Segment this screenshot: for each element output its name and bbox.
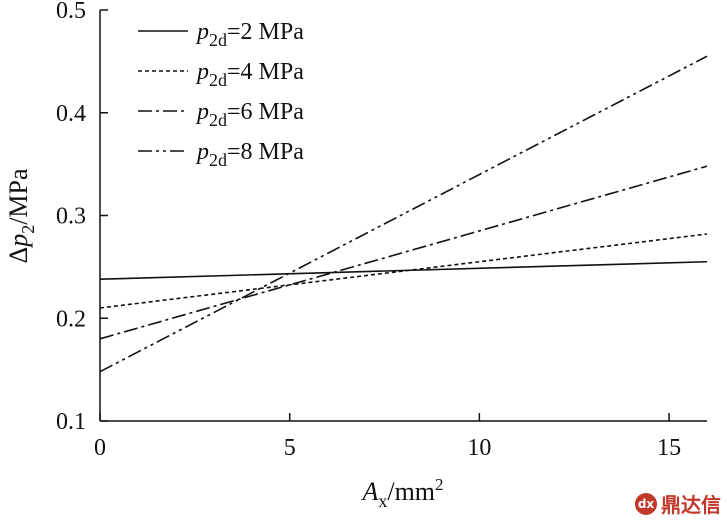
- y-tick-label: 0.1: [56, 409, 86, 435]
- y-tick-label: 0.5: [56, 0, 86, 24]
- y-tick-label: 0.4: [56, 101, 86, 127]
- legend-label-2: p2d=4 MPa: [195, 59, 304, 90]
- x-tick-label: 5: [284, 435, 296, 461]
- legend-label-4: p2d=8 MPa: [195, 139, 304, 170]
- x-tick-label: 0: [94, 435, 106, 461]
- legend: p2d=2 MPa p2d=4 MPa p2d=6 MPa p2d=8 MPa: [138, 19, 304, 170]
- y-tick-label: 0.3: [56, 204, 86, 230]
- series-line-4: [99, 55, 708, 373]
- legend-label-1: p2d=2 MPa: [195, 19, 304, 50]
- legend-label-3: p2d=6 MPa: [195, 99, 304, 130]
- x-tick-label: 10: [467, 435, 491, 461]
- y-axis-label: Δp2/MPa: [4, 168, 38, 264]
- series-lines: [99, 55, 708, 373]
- series-line-1: [99, 260, 708, 281]
- watermark-logo-icon: dx: [635, 492, 657, 515]
- y-tick-label: 0.2: [56, 306, 86, 332]
- ticks: 0 5 10 15 0.1 0.2 0.3 0.4 0.5: [56, 0, 681, 461]
- watermark: dx 鼎达信: [635, 489, 721, 518]
- axis-labels: Ax/mm2 Δp2/MPa: [4, 168, 444, 511]
- series-line-2: [99, 233, 708, 309]
- x-axis-label: Ax/mm2: [360, 475, 443, 511]
- watermark-text: 鼎达信: [661, 493, 721, 517]
- x-tick-label: 15: [657, 435, 681, 461]
- series-line-3: [99, 165, 708, 340]
- axes: [99, 10, 707, 422]
